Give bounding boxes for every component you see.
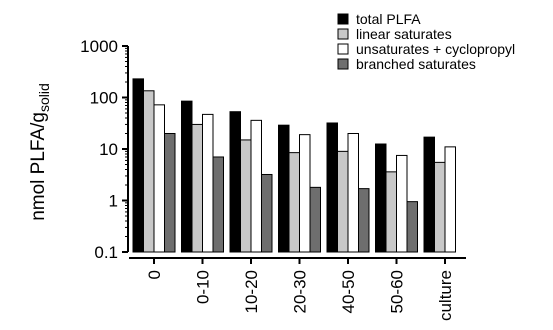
- bar-20-30-branched-saturates: [309, 186, 321, 253]
- bar-0-branched-saturates: [164, 132, 176, 253]
- x-tick-label-1: 0-10: [194, 270, 213, 304]
- legend-label-0: total PLFA: [356, 11, 421, 27]
- legend-label-2: unsaturates + cyclopropyl: [356, 41, 515, 57]
- bar-0-10-total-plfa: [181, 100, 193, 253]
- y-tick-label-3: 100: [90, 89, 118, 108]
- bar-40-50-linear-saturates: [337, 150, 349, 253]
- bar-0-10-unsaturates-cyclopropyl: [202, 113, 214, 253]
- y-tick-label-2: 10: [99, 140, 118, 159]
- bar-40-50-total-plfa: [326, 122, 338, 253]
- bar-0-linear-saturates: [143, 90, 155, 253]
- y-axis-label: nmol PLFA/gsolid: [28, 83, 52, 221]
- x-tick-label-5: 50-60: [388, 270, 407, 313]
- bar-culture-total-plfa: [423, 136, 435, 253]
- bar-10-20-unsaturates-cyclopropyl: [250, 119, 262, 253]
- bar-10-20-branched-saturates: [261, 173, 273, 253]
- bar-0-10-linear-saturates: [191, 123, 203, 253]
- legend-swatch-3: [337, 58, 349, 70]
- bar-40-50-unsaturates-cyclopropyl: [347, 132, 359, 253]
- bar-20-30-unsaturates-cyclopropyl: [299, 134, 311, 253]
- bar-20-30-linear-saturates: [288, 152, 300, 253]
- y-axis-label-main: nmol PLFA/g: [28, 112, 49, 221]
- y-axis-label-sub: solid: [36, 83, 52, 112]
- y-tick-label-0: 0.1: [94, 243, 118, 262]
- bar-50-60-linear-saturates: [385, 171, 397, 253]
- bar-50-60-total-plfa: [375, 143, 387, 253]
- bar-20-30-total-plfa: [278, 124, 290, 253]
- x-tick-label-3: 20-30: [291, 270, 310, 313]
- bar-0-total-plfa: [132, 78, 144, 253]
- bar-culture-linear-saturates: [434, 161, 446, 253]
- legend-label-1: linear saturates: [356, 26, 452, 42]
- x-tick-label-6: culture: [436, 270, 455, 321]
- bar-10-20-total-plfa: [229, 111, 241, 253]
- legend-swatch-2: [337, 43, 349, 55]
- bar-culture-unsaturates-cyclopropyl: [444, 146, 456, 253]
- bar-10-20-linear-saturates: [240, 139, 252, 253]
- legend-swatch-0: [337, 13, 349, 25]
- bar-50-60-branched-saturates: [406, 201, 418, 253]
- x-tick-label-4: 40-50: [339, 270, 358, 313]
- y-tick-label-1: 1: [109, 192, 118, 211]
- bar-0-10-branched-saturates: [212, 156, 224, 253]
- bar-0-unsaturates-cyclopropyl: [153, 104, 165, 253]
- legend-swatch-1: [337, 28, 349, 40]
- bar-50-60-unsaturates-cyclopropyl: [396, 154, 408, 253]
- legend-label-3: branched saturates: [356, 56, 476, 72]
- x-tick-label-2: 10-20: [242, 270, 261, 313]
- y-tick-label-4: 1000: [80, 37, 118, 56]
- bar-40-50-branched-saturates: [358, 188, 370, 253]
- x-tick-label-0: 0: [145, 270, 164, 279]
